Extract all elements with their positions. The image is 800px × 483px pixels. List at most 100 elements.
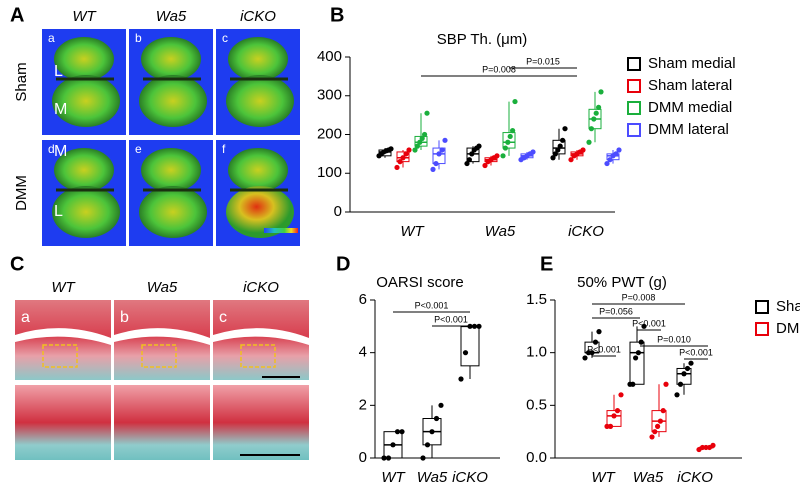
- side-label: M: [54, 101, 67, 118]
- box: [460, 325, 480, 367]
- data-point: [550, 155, 556, 161]
- data-point: [439, 147, 445, 153]
- data-point: [424, 110, 430, 116]
- image-content: [139, 75, 207, 127]
- x-tick-label: Wa5: [485, 223, 516, 240]
- annotation: P=0.056: [599, 306, 633, 316]
- tile-letter: a: [21, 309, 30, 326]
- data-point: [430, 166, 436, 172]
- image-content: [141, 148, 201, 192]
- data-point: [414, 143, 420, 149]
- data-point: [420, 455, 426, 461]
- column-label: iCKO: [243, 279, 279, 296]
- tile-letter: b: [135, 31, 142, 45]
- box: [606, 410, 622, 427]
- data-point: [390, 442, 396, 448]
- data-point: [649, 434, 655, 440]
- data-point: [505, 139, 511, 145]
- data-point: [684, 365, 691, 372]
- x-tick-label: iCKO: [677, 469, 713, 483]
- annotation: P<0.001: [679, 347, 713, 357]
- side-label: M: [54, 143, 67, 160]
- data-point: [433, 160, 439, 167]
- data-point: [429, 429, 435, 435]
- box: [396, 151, 410, 163]
- image-roi: [141, 344, 177, 368]
- data-point: [598, 89, 604, 95]
- data-point: [635, 350, 642, 356]
- data-point: [688, 360, 694, 366]
- data-point: [633, 355, 639, 361]
- legend-label: Sham: [776, 298, 800, 315]
- column-label: WT: [72, 8, 97, 25]
- panel-label: B: [330, 4, 344, 26]
- column-label: Wa5: [156, 8, 187, 25]
- data-point: [433, 415, 440, 422]
- annotation: P<0.001: [587, 344, 621, 354]
- legend-swatch: [627, 123, 641, 137]
- data-point: [385, 455, 392, 461]
- data-point: [399, 429, 405, 435]
- y-tick-label: 0: [359, 449, 367, 466]
- data-point: [616, 147, 622, 153]
- legend-label: DMM lateral: [648, 121, 729, 138]
- row-label: DMM: [13, 175, 30, 211]
- chart-title: SBP Th. (μm): [437, 31, 528, 48]
- y-tick-label: 0: [334, 203, 342, 220]
- data-point: [507, 133, 513, 140]
- tile-letter: f: [222, 142, 226, 156]
- chart-title: OARSI score: [376, 274, 464, 291]
- data-point: [469, 151, 475, 157]
- data-point: [593, 110, 599, 116]
- data-point: [471, 323, 478, 329]
- image-content: [15, 328, 111, 345]
- data-point: [419, 135, 425, 141]
- box: [629, 341, 645, 385]
- x-tick-label: WT: [591, 469, 616, 483]
- data-point: [607, 157, 613, 163]
- y-tick-label: 200: [317, 125, 342, 142]
- data-point: [555, 147, 561, 153]
- data-point: [458, 376, 464, 382]
- image-tile: [114, 385, 210, 460]
- data-point: [552, 151, 559, 157]
- side-label: L: [54, 203, 63, 220]
- data-point: [512, 98, 518, 105]
- panel-label: A: [10, 4, 24, 26]
- data-point: [596, 329, 602, 335]
- data-point: [586, 139, 592, 145]
- column-label: iCKO: [240, 8, 276, 25]
- data-point: [442, 137, 448, 143]
- image-roi: [42, 344, 78, 368]
- data-point: [476, 323, 482, 329]
- column-label: Wa5: [147, 279, 178, 296]
- legend-swatch: [755, 322, 769, 336]
- color-bar: [264, 228, 298, 233]
- image-content: [226, 75, 294, 127]
- data-point: [397, 159, 403, 165]
- data-point: [388, 146, 394, 152]
- data-point: [588, 126, 595, 132]
- data-point: [560, 137, 566, 143]
- data-point: [464, 160, 470, 167]
- legend-swatch: [627, 79, 641, 93]
- data-point: [582, 355, 588, 361]
- data-point: [557, 143, 563, 149]
- image-content: [213, 328, 309, 345]
- image-content: [228, 37, 288, 81]
- data-point: [607, 423, 614, 429]
- legend-label: Sham lateral: [648, 77, 732, 94]
- data-point: [403, 151, 409, 157]
- side-label: L: [54, 63, 63, 80]
- data-point: [657, 418, 664, 424]
- annotation: P=0.008: [622, 292, 656, 302]
- image-content: [54, 148, 114, 192]
- data-point: [660, 408, 666, 414]
- image-tile: [15, 385, 111, 460]
- data-point: [641, 323, 647, 329]
- tile-letter: a: [48, 31, 55, 45]
- data-point: [638, 339, 644, 345]
- legend-label: DMM medial: [648, 99, 732, 116]
- data-point: [562, 126, 568, 132]
